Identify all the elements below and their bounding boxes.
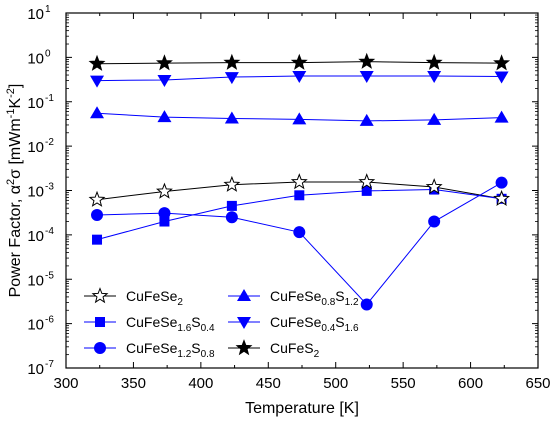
y-tick-label: 10 xyxy=(27,184,44,201)
x-tick-label: 350 xyxy=(121,375,146,392)
data-point-1-0 xyxy=(92,234,103,245)
data-point-1-3 xyxy=(294,190,305,201)
data-point-3-2 xyxy=(224,111,239,124)
data-point-5-1 xyxy=(155,54,173,71)
data-point-5-6 xyxy=(493,54,511,71)
y-tick-label: 10 xyxy=(27,228,44,245)
data-point-5-5 xyxy=(425,53,443,70)
data-point-3-6 xyxy=(494,110,509,123)
y-tick-exponent: 0 xyxy=(45,48,51,59)
y-tick-label: 10 xyxy=(27,317,44,334)
y-tick-exponent: -1 xyxy=(45,93,54,104)
data-point-2-4 xyxy=(360,298,373,311)
y-tick-label: 10 xyxy=(27,361,44,378)
x-tick-label: 400 xyxy=(188,375,213,392)
data-point-0-2 xyxy=(223,175,241,192)
legend-label-2: CuFeSe1.2S0.8 xyxy=(126,340,215,360)
data-point-3-3 xyxy=(292,112,307,125)
data-point-3-1 xyxy=(157,110,172,123)
x-tick-label: 500 xyxy=(323,375,348,392)
data-point-4-3 xyxy=(292,71,307,84)
data-point-3-4 xyxy=(359,113,374,126)
data-point-0-4 xyxy=(358,173,376,190)
data-point-2-0 xyxy=(91,209,104,222)
data-point-2-3 xyxy=(293,226,306,239)
y-tick-label: 10 xyxy=(27,139,44,156)
x-tick-label: 450 xyxy=(256,375,281,392)
data-point-4-0 xyxy=(90,75,105,88)
data-point-0-1 xyxy=(155,182,173,199)
legend-marker-5 xyxy=(235,339,253,356)
y-tick-exponent: -7 xyxy=(45,359,54,370)
data-point-5-0 xyxy=(88,54,106,71)
data-point-3-0 xyxy=(90,106,105,119)
data-point-0-6 xyxy=(493,189,511,207)
data-point-3-5 xyxy=(427,112,442,125)
x-axis-label: Temperature [K] xyxy=(245,400,359,417)
data-point-4-4 xyxy=(359,71,374,84)
x-tick-label: 300 xyxy=(53,375,78,392)
x-tick-label: 650 xyxy=(525,375,550,392)
data-point-2-5 xyxy=(428,215,441,228)
data-point-0-0 xyxy=(88,190,106,207)
y-tick-exponent: -5 xyxy=(45,270,54,281)
y-tick-label: 10 xyxy=(27,6,44,23)
legend-marker-4 xyxy=(237,317,251,329)
data-point-1-4 xyxy=(361,185,372,196)
y-tick-exponent: -6 xyxy=(45,315,54,326)
data-point-1-2 xyxy=(226,200,237,211)
legend-label-1: CuFeSe1.6S0.4 xyxy=(126,314,215,334)
data-point-1-1 xyxy=(159,216,170,227)
legend-marker-1 xyxy=(95,317,105,327)
legend-label-4: CuFeSe0.4S1.6 xyxy=(270,314,359,334)
legend-label-3: CuFeSe0.8S1.2 xyxy=(270,288,359,308)
series-line-2 xyxy=(97,182,502,306)
x-tick-label: 600 xyxy=(458,375,483,392)
data-point-2-2 xyxy=(225,211,238,224)
legend-label-5: CuFeS2 xyxy=(270,340,320,360)
data-point-2-6 xyxy=(495,176,508,189)
data-point-4-2 xyxy=(224,72,239,85)
legend-marker-2 xyxy=(94,342,106,354)
data-point-0-3 xyxy=(290,173,308,190)
data-point-0-5 xyxy=(425,178,443,195)
legend-marker-3 xyxy=(237,289,251,301)
data-point-2-1 xyxy=(158,207,171,220)
y-tick-label: 10 xyxy=(27,95,44,112)
y-tick-exponent: -3 xyxy=(45,182,54,193)
y-tick-exponent: -4 xyxy=(45,226,54,237)
x-tick-label: 550 xyxy=(391,375,416,392)
data-point-4-5 xyxy=(427,71,442,84)
data-point-4-6 xyxy=(494,71,509,84)
legend-marker-0 xyxy=(91,287,109,304)
y-axis-label: Power Factor, α2σ [mWm-1K-2] xyxy=(5,84,24,298)
y-tick-label: 10 xyxy=(27,272,44,289)
data-point-4-1 xyxy=(157,74,172,87)
y-tick-exponent: 1 xyxy=(45,4,51,15)
y-tick-exponent: -2 xyxy=(45,137,54,148)
legend-label-0: CuFeSe2 xyxy=(126,288,183,308)
data-point-5-2 xyxy=(223,53,241,70)
data-point-5-3 xyxy=(290,53,308,70)
y-tick-label: 10 xyxy=(27,50,44,67)
data-point-5-4 xyxy=(358,52,376,69)
